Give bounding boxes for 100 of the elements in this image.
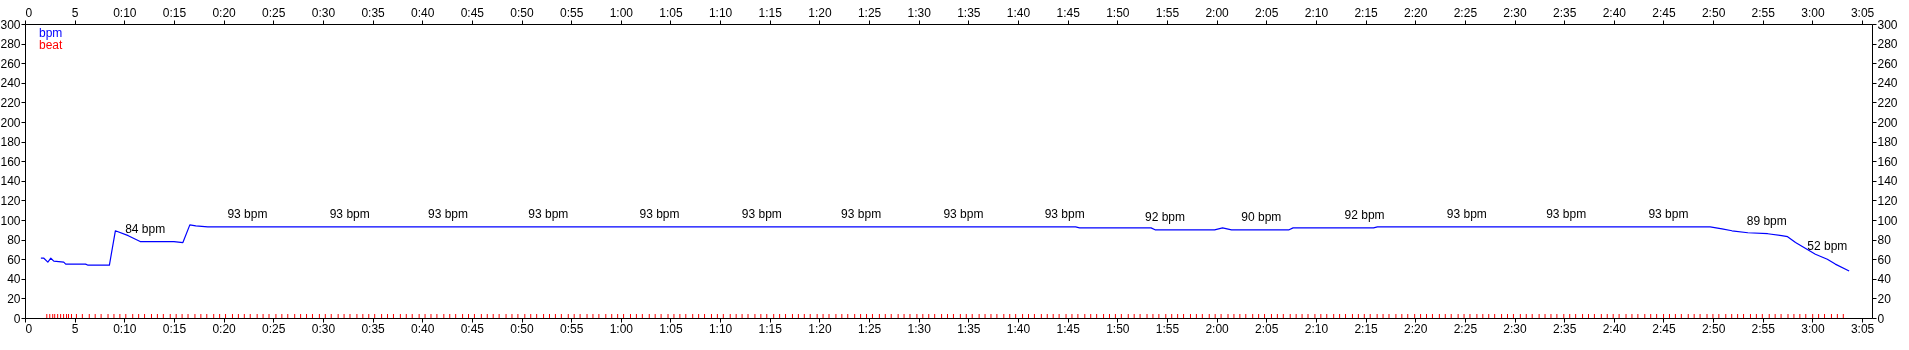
x2-tick-label: 1:30 — [907, 5, 932, 20]
x2-tick-label: 2:50 — [1701, 5, 1726, 20]
x-tick-label: 1:25 — [857, 321, 882, 336]
x-tick-label: 0:15 — [162, 321, 187, 336]
x2-tick-label: 3:05 — [1850, 5, 1875, 20]
y2-tick-label: 200 — [1877, 115, 1898, 130]
x2-tick-label: 0:55 — [559, 5, 584, 20]
x2-tick-label: 0:15 — [162, 5, 187, 20]
y2-tick-label: 20 — [1877, 291, 1892, 306]
x2-tick-label: 2:15 — [1354, 5, 1379, 20]
x-tick-label: 2:50 — [1701, 321, 1726, 336]
y-tick-label: 120 — [0, 193, 21, 208]
x-tick-label: 1:55 — [1155, 321, 1180, 336]
y-tick-label: 160 — [0, 154, 21, 169]
text: beat — [39, 38, 64, 52]
y2-tick-label: 280 — [1877, 37, 1898, 52]
x2-tick-label: 2:10 — [1304, 5, 1329, 20]
x-tick-label: 0:45 — [460, 321, 485, 336]
x-tick-label: 2:05 — [1255, 321, 1279, 336]
y2-tick-label: 180 — [1877, 135, 1898, 150]
x-tick-label: 2:45 — [1652, 321, 1676, 336]
x-tick-label: 1:40 — [1006, 321, 1031, 336]
annotation: 93 bpm — [1546, 206, 1587, 221]
x-tick-label: 1:05 — [659, 321, 683, 336]
x2-tick-label: 0:45 — [460, 5, 485, 20]
x2-tick-label: 2:40 — [1602, 5, 1627, 20]
x-tick-label: 2:25 — [1453, 321, 1478, 336]
y-tick-label: 240 — [0, 76, 21, 91]
y2-tick-label: 80 — [1877, 233, 1892, 248]
x2-tick-label: 2:55 — [1751, 5, 1776, 20]
annotation: 93 bpm — [329, 206, 370, 221]
x2-tick-label: 2:45 — [1652, 5, 1676, 20]
annotation: 89 bpm — [1746, 213, 1787, 228]
x2-tick-label: 1:45 — [1056, 5, 1081, 20]
x2-tick-label: 0:30 — [311, 5, 336, 20]
y-tick-label: 80 — [7, 233, 21, 248]
x-tick-label: 0:20 — [212, 321, 237, 336]
y-tick-label: 200 — [0, 115, 21, 130]
x2-tick-label: 2:20 — [1404, 5, 1428, 20]
y2-tick-label: 0 — [1877, 311, 1885, 326]
x-tick-label: 1:00 — [609, 321, 634, 336]
x-tick-label: 2:35 — [1552, 321, 1577, 336]
x-tick-label: 0:10 — [113, 321, 137, 336]
x-tick-label: 2:30 — [1503, 321, 1528, 336]
x2-tick-label: 1:55 — [1155, 5, 1180, 20]
y2-tick-label: 300 — [1877, 17, 1898, 32]
x2-tick-label: 5 — [71, 5, 79, 20]
x-tick-label: 0:55 — [559, 321, 584, 336]
annotation: 93 bpm — [943, 206, 984, 221]
annotation: 93 bpm — [1446, 206, 1487, 221]
annotation: 93 bpm — [227, 206, 268, 221]
x2-tick-label: 2:00 — [1205, 5, 1230, 20]
x2-tick-label: 1:20 — [808, 5, 832, 20]
x-tick-label: 1:35 — [957, 321, 981, 336]
y2-tick-label: 120 — [1877, 193, 1898, 208]
x-tick-label: 0:35 — [361, 321, 386, 336]
x-tick-label: 1:30 — [907, 321, 932, 336]
y2-tick-label: 60 — [1877, 252, 1892, 267]
y-tick-label: 180 — [0, 135, 21, 150]
x2-tick-label: 0:50 — [510, 5, 535, 20]
y-tick-label: 60 — [7, 252, 21, 267]
y-tick-label: 100 — [0, 213, 21, 228]
x2-tick-label: 0:25 — [262, 5, 286, 20]
x-tick-label: 3:00 — [1801, 321, 1825, 336]
x2-tick-label: 0:35 — [361, 5, 386, 20]
x-tick-label: 1:15 — [758, 321, 783, 336]
x-tick-label: 5 — [71, 321, 79, 336]
x-tick-label: 1:50 — [1106, 321, 1130, 336]
x2-tick-label: 0:20 — [212, 5, 237, 20]
text: bpm — [39, 26, 63, 40]
y-tick-label: 140 — [0, 174, 21, 189]
x2-tick-label: 2:25 — [1453, 5, 1478, 20]
y-tick-label: 20 — [7, 291, 21, 306]
annotation: 93 bpm — [428, 206, 469, 221]
annotation: 92 bpm — [1144, 209, 1185, 224]
y2-tick-label: 260 — [1877, 56, 1898, 71]
x2-tick-label: 1:35 — [957, 5, 981, 20]
x-tick-label: 2:55 — [1751, 321, 1776, 336]
x2-tick-label: 3:00 — [1801, 5, 1825, 20]
y-tick-label: 40 — [7, 272, 21, 287]
y2-tick-label: 240 — [1877, 76, 1898, 91]
y2-tick-label: 100 — [1877, 213, 1898, 228]
x-tick-label: 1:20 — [808, 321, 832, 336]
y2-tick-label: 220 — [1877, 95, 1898, 110]
x2-tick-label: 1:50 — [1106, 5, 1130, 20]
x2-tick-label: 1:25 — [857, 5, 882, 20]
x-tick-label: 0:30 — [311, 321, 336, 336]
y-tick-label: 220 — [0, 95, 21, 110]
x2-tick-label: 1:05 — [659, 5, 683, 20]
x-tick-label: 2:15 — [1354, 321, 1379, 336]
x2-tick-label: 2:30 — [1503, 5, 1528, 20]
x2-tick-label: 1:40 — [1006, 5, 1031, 20]
x-tick-label: 0:50 — [510, 321, 535, 336]
y-tick-label: 0 — [13, 311, 21, 326]
x2-tick-label: 0:40 — [411, 5, 435, 20]
x2-tick-label: 1:00 — [609, 5, 634, 20]
x2-tick-label: 1:15 — [758, 5, 783, 20]
x2-tick-label: 0:10 — [113, 5, 137, 20]
annotation: 93 bpm — [1648, 206, 1689, 221]
annotation: 93 bpm — [639, 206, 680, 221]
